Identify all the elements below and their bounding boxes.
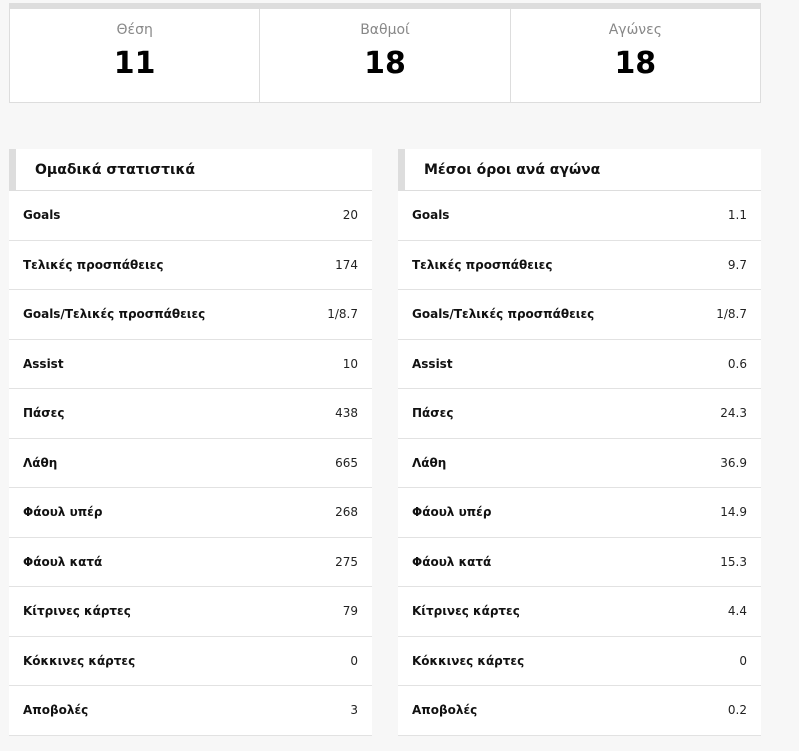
stat-value: 1.1: [727, 208, 747, 223]
stat-row: Goals 20: [9, 191, 372, 241]
panel-title: Ομαδικά στατιστικά: [9, 149, 372, 191]
stat-label: Φάουλ υπέρ: [412, 505, 492, 520]
stat-row: Αποβολές 0.2: [398, 686, 761, 736]
stat-row: Αποβολές 3: [9, 686, 372, 736]
summary-matches: Αγώνες 18: [511, 9, 760, 102]
stat-value: 438: [335, 406, 358, 421]
stat-row: Φάουλ υπέρ 268: [9, 488, 372, 538]
stat-row: Φάουλ υπέρ 14.9: [398, 488, 761, 538]
stat-label: Φάουλ υπέρ: [23, 505, 103, 520]
stat-value: 9.7: [727, 257, 747, 272]
stat-row: Κόκκινες κάρτες 0: [398, 637, 761, 686]
stat-value: 20: [342, 208, 358, 223]
stat-label: Assist: [412, 356, 453, 371]
summary-position: Θέση 11: [10, 9, 261, 102]
summary-label: Αγώνες: [608, 22, 662, 38]
stat-row: Πάσες 24.3: [398, 389, 761, 439]
stat-label: Goals/Τελικές προσπάθειες: [23, 307, 206, 322]
stat-row: Κίτρινες κάρτες 4.4: [398, 587, 761, 637]
stat-row: Τελικές προσπάθειες 174: [9, 241, 372, 290]
stat-value: 0: [350, 653, 358, 668]
stat-row: Φάουλ κατά 15.3: [398, 538, 761, 587]
summary-value: 11: [113, 46, 156, 81]
stat-label: Goals: [412, 208, 450, 223]
stat-label: Κόκκινες κάρτες: [412, 653, 525, 668]
stat-label: Κίτρινες κάρτες: [23, 604, 131, 619]
stat-label: Assist: [23, 356, 64, 371]
stat-value: 14.9: [720, 505, 747, 520]
stat-row: Goals 1.1: [398, 191, 761, 241]
stat-row: Κίτρινες κάρτες 79: [9, 587, 372, 637]
stat-label: Goals: [23, 208, 61, 223]
stat-value: 1/8.7: [327, 307, 358, 322]
stat-value: 3: [350, 703, 358, 718]
stat-value: 275: [335, 554, 358, 569]
summary-points: Βαθμοί 18: [260, 9, 511, 102]
stat-row: Φάουλ κατά 275: [9, 538, 372, 587]
stat-row: Λάθη 36.9: [398, 439, 761, 488]
stat-label: Κίτρινες κάρτες: [412, 604, 520, 619]
stat-label: Αποβολές: [23, 703, 89, 718]
team-stats-panel: Ομαδικά στατιστικά Goals 20 Τελικές προσπά…: [9, 149, 372, 736]
stat-label: Τελικές προσπάθειες: [23, 257, 164, 272]
stat-value: 0.6: [727, 356, 747, 371]
stat-value: 36.9: [720, 455, 747, 470]
averages-panel: Μέσοι όροι ανά αγώνα Goals 1.1 Τελικές προ…: [398, 149, 761, 736]
stat-label: Λάθη: [23, 455, 58, 470]
stat-value: 15.3: [720, 554, 747, 569]
stat-value: 1/8.7: [716, 307, 747, 322]
summary-label: Βαθμοί: [360, 22, 410, 38]
stat-label: Αποβολές: [412, 703, 478, 718]
stat-value: 24.3: [720, 406, 747, 421]
stat-row: Assist 10: [9, 340, 372, 389]
stat-value: 4.4: [727, 604, 747, 619]
stat-row: Λάθη 665: [9, 439, 372, 488]
summary-value: 18: [364, 46, 406, 81]
stat-label: Πάσες: [412, 406, 454, 421]
summary-card: Θέση 11 Βαθμοί 18 Αγώνες 18: [9, 3, 761, 103]
stat-value: 174: [335, 257, 358, 272]
stat-label: Κόκκινες κάρτες: [23, 653, 136, 668]
stat-value: 0: [739, 653, 747, 668]
panel-title: Μέσοι όροι ανά αγώνα: [398, 149, 761, 191]
stat-value: 268: [335, 505, 358, 520]
stat-row: Τελικές προσπάθειες 9.7: [398, 241, 761, 290]
stat-label: Πάσες: [23, 406, 65, 421]
stat-label: Goals/Τελικές προσπάθειες: [412, 307, 595, 322]
stat-row: Πάσες 438: [9, 389, 372, 439]
summary-value: 18: [614, 46, 657, 81]
stat-label: Φάουλ κατά: [412, 554, 492, 569]
stat-row: Assist 0.6: [398, 340, 761, 389]
stat-value: 0.2: [727, 703, 747, 718]
stat-row: Goals/Τελικές προσπάθειες 1/8.7: [9, 290, 372, 340]
stat-row: Κόκκινες κάρτες 0: [9, 637, 372, 686]
stat-label: Φάουλ κατά: [23, 554, 103, 569]
stat-label: Τελικές προσπάθειες: [412, 257, 553, 272]
stat-value: 665: [335, 455, 358, 470]
summary-label: Θέση: [116, 22, 153, 38]
stat-label: Λάθη: [412, 455, 447, 470]
stat-row: Goals/Τελικές προσπάθειες 1/8.7: [398, 290, 761, 340]
stat-value: 10: [342, 356, 358, 371]
stat-value: 79: [342, 604, 358, 619]
